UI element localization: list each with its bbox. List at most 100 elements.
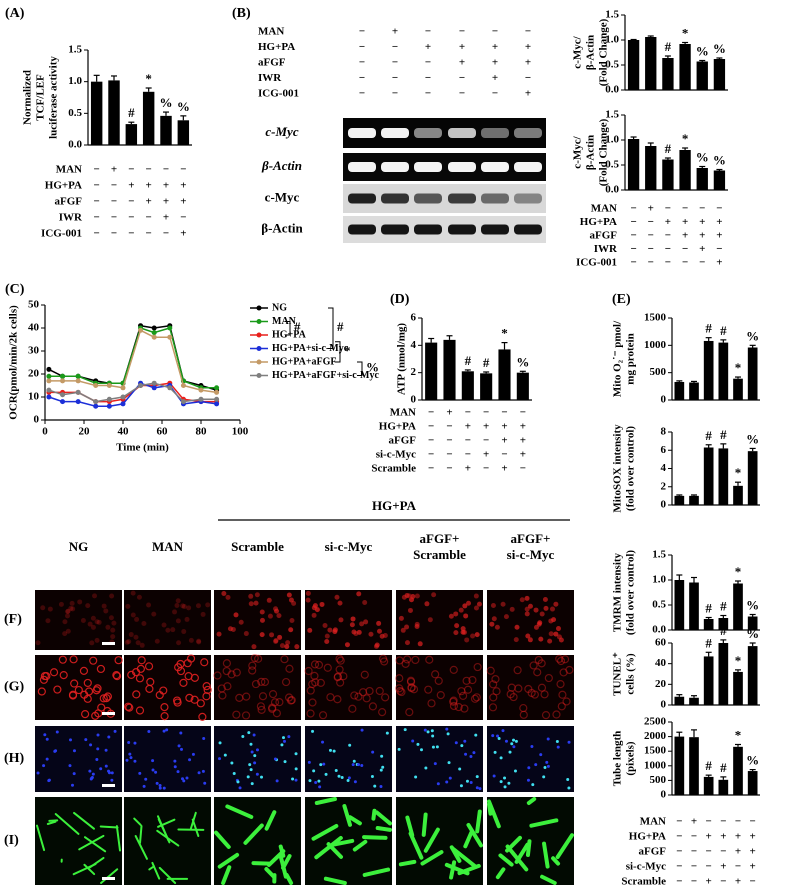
tube (449, 845, 462, 863)
bar (718, 643, 729, 705)
cell (268, 704, 277, 714)
nucleus (154, 770, 158, 774)
x-tick-label: 100 (232, 426, 249, 438)
cell (407, 683, 416, 693)
cell (243, 631, 249, 637)
nucleus (68, 764, 72, 768)
cell (258, 692, 268, 701)
nucleus (459, 784, 463, 788)
nucleus (241, 734, 245, 738)
nucleus (328, 748, 332, 752)
micrograph (214, 590, 301, 650)
condition-sign: − (682, 203, 688, 215)
blot-band (414, 128, 442, 138)
condition-sign: − (699, 203, 705, 215)
cell (256, 702, 265, 711)
legend-marker (256, 359, 262, 365)
cell (125, 603, 131, 609)
cell (68, 605, 74, 611)
cell (144, 662, 154, 671)
significance-mark: # (705, 600, 712, 615)
cell (132, 690, 141, 699)
tube (251, 861, 272, 866)
nucleus (510, 742, 514, 746)
cell (77, 599, 83, 605)
cell (257, 705, 266, 714)
cell (410, 594, 416, 600)
condition-sign: + (425, 41, 431, 53)
cell (284, 644, 290, 650)
significance-mark: % (713, 152, 726, 167)
cell (79, 666, 89, 675)
cell (279, 643, 285, 649)
cell (368, 702, 378, 711)
condition-sign: − (428, 449, 434, 461)
nucleus (151, 759, 155, 763)
condition-sign: − (691, 861, 697, 873)
micrograph (124, 654, 212, 721)
nucleus (147, 729, 151, 733)
blot-band (414, 193, 442, 204)
tube (314, 835, 343, 860)
cell (335, 665, 344, 674)
condition-sign: − (750, 816, 756, 828)
cell (514, 684, 523, 693)
tube (99, 825, 119, 829)
tube (542, 841, 550, 869)
cell (379, 654, 388, 663)
nucleus (104, 748, 108, 752)
condition-sign: + (146, 180, 152, 192)
tube (158, 866, 177, 884)
significance-mark: % (696, 149, 709, 164)
nucleus (426, 730, 430, 734)
cell (217, 684, 226, 693)
cell (457, 687, 466, 696)
data-point (180, 383, 186, 388)
condition-sign: − (492, 88, 498, 100)
condition-sign: + (465, 463, 471, 475)
nucleus (236, 780, 240, 784)
cell (65, 609, 71, 615)
condition-sign: − (691, 831, 697, 843)
cell (203, 685, 212, 695)
y-tick-label: 20 (655, 678, 667, 690)
blot-strip (343, 216, 546, 243)
bar (747, 451, 758, 505)
y-axis-label: c-Myc/ (572, 35, 584, 68)
data-point (93, 383, 99, 388)
condition-label: ICG-001 (41, 228, 82, 240)
condition-sign: − (359, 72, 365, 84)
bar (703, 619, 714, 630)
nucleus (91, 772, 95, 776)
condition-sign: − (111, 212, 117, 224)
tube (221, 865, 232, 885)
cell (154, 638, 160, 644)
condition-sign: + (146, 196, 152, 208)
cell (375, 686, 384, 696)
tube (449, 860, 457, 880)
significance-mark: % (696, 43, 709, 58)
cell (427, 699, 436, 708)
nucleus (508, 750, 512, 754)
condition-sign: − (94, 196, 100, 208)
cell (176, 640, 182, 646)
nucleus (492, 774, 496, 778)
cell (490, 603, 496, 609)
y-tick-label: 4 (411, 339, 417, 351)
nucleus (202, 737, 206, 741)
nucleus (542, 775, 546, 779)
cell (260, 677, 270, 687)
significance-mark: % (746, 626, 759, 641)
cell (406, 593, 412, 599)
blot-band (448, 224, 476, 235)
micrograph-bg (35, 655, 122, 720)
condition-sign: − (720, 876, 726, 888)
cell (254, 654, 263, 663)
condition-sign: − (676, 831, 682, 843)
series-line (48, 382, 217, 403)
nucleus (177, 744, 181, 748)
data-point (214, 389, 220, 395)
bar (703, 447, 714, 505)
tube (100, 868, 119, 884)
nucleus (72, 772, 76, 776)
